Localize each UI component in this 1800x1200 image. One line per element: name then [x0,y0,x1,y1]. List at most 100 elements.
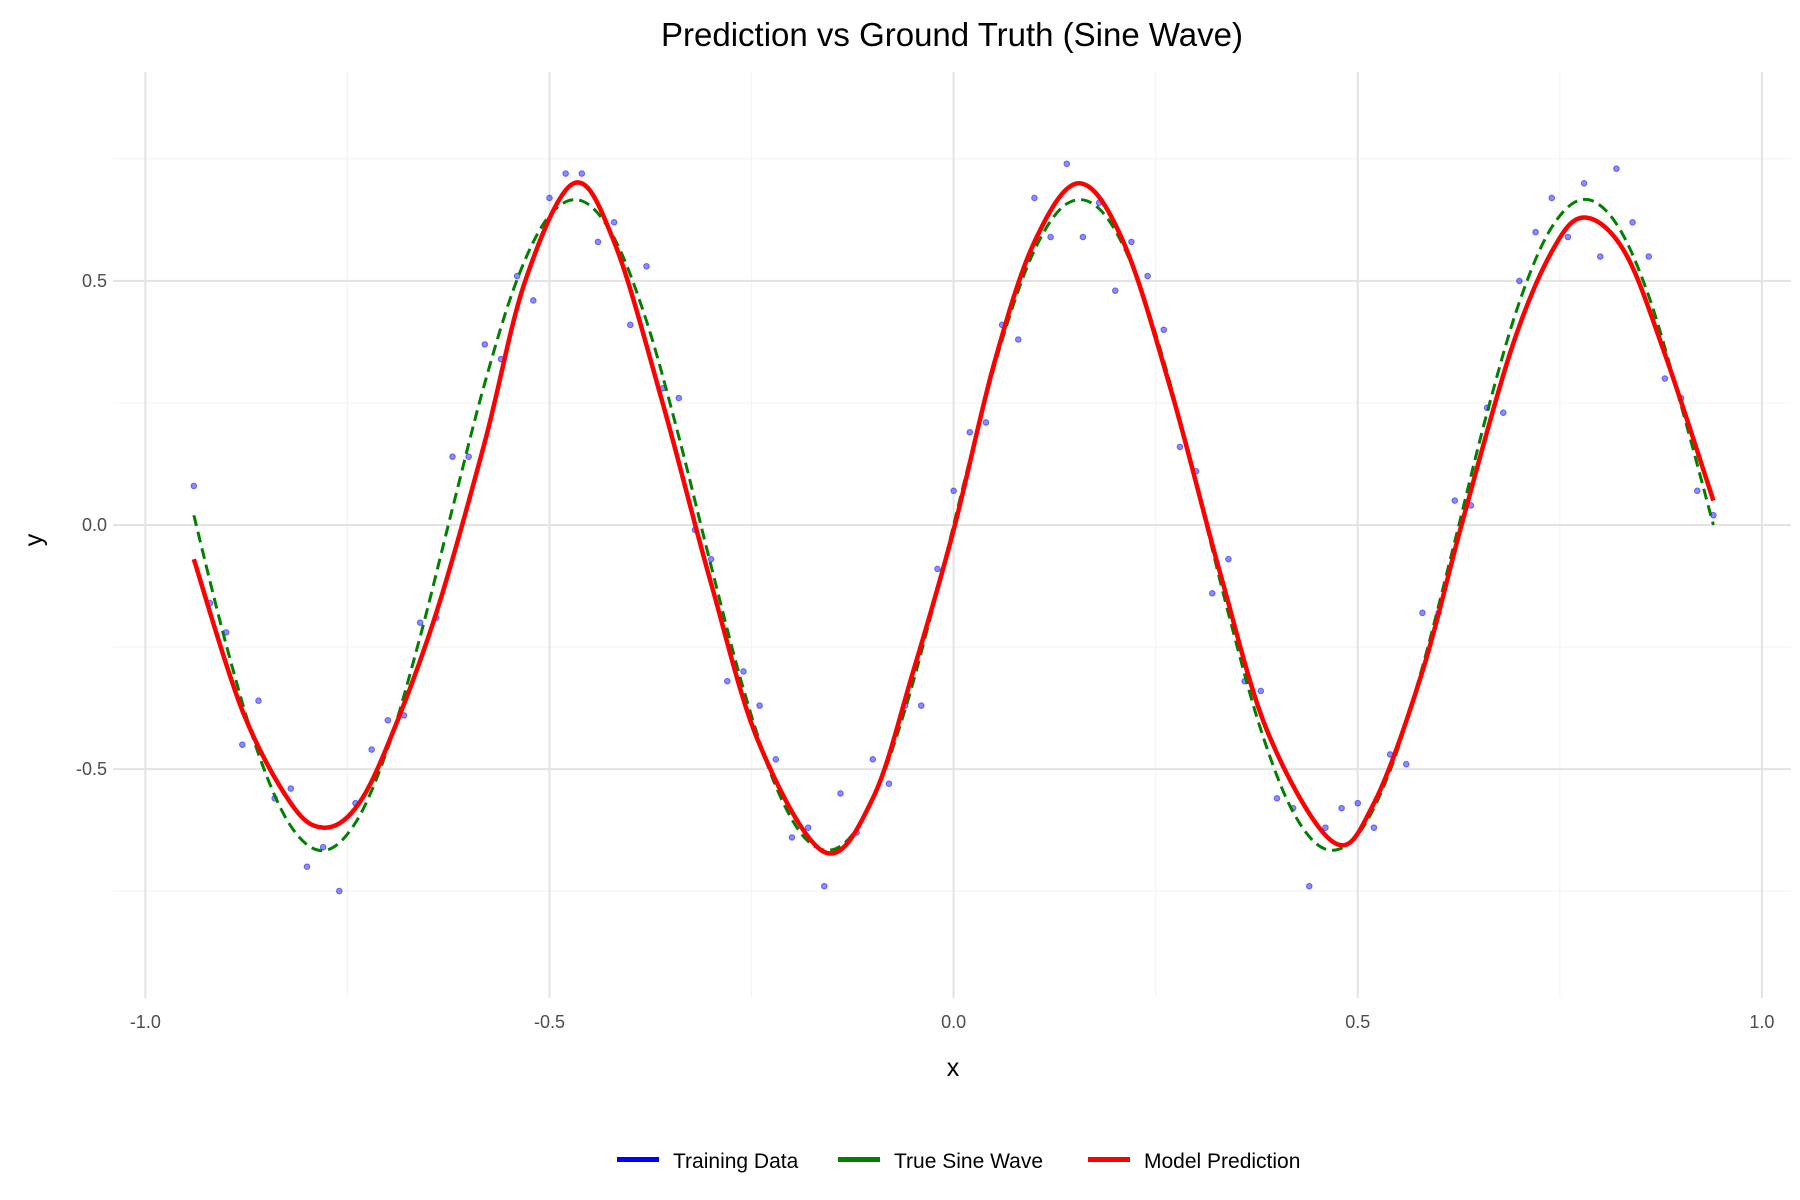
training-data-point [869,755,877,763]
training-data-point [1225,555,1232,563]
training-data-point [1580,179,1588,187]
training-data-point [481,341,489,348]
legend-swatch [1088,1157,1130,1162]
training-data-point [1564,233,1572,241]
training-data-point [1596,253,1604,260]
legend-label: True Sine Wave [894,1150,1043,1173]
legend-label: Training Data [673,1150,799,1173]
training-data-point [1645,253,1653,260]
training-data-point [1419,609,1426,617]
x-tick-label: -0.5 [534,1012,565,1032]
training-data-point [950,487,957,495]
legend-item: Model Prediction [1088,1150,1300,1173]
training-data-point [1354,799,1362,807]
training-data-point [1693,487,1701,495]
x-axis-title: x [947,1054,960,1082]
training-data-point [336,887,343,895]
training-data-point [1402,760,1410,768]
training-data-point [578,170,586,177]
training-data-point [1305,882,1313,890]
training-data-point [1532,228,1539,236]
training-data-point [1063,160,1071,168]
training-data-point [1273,795,1281,802]
training-data-point [966,428,974,436]
training-data-point [643,262,650,270]
y-tick-label: -0.5 [76,759,107,779]
training-data-point [1208,590,1216,597]
training-data-point [1079,233,1087,241]
legend-item: True Sine Wave [838,1150,1043,1173]
training-data-point [804,824,812,831]
training-data-point [1047,233,1054,241]
x-tick-label: 1.0 [1749,1012,1774,1032]
training-data-point [788,834,796,841]
training-data-point [449,453,456,460]
training-data-point [255,697,262,705]
training-data-point [723,677,731,685]
training-data-point [610,219,618,226]
y-tick-label: 0.0 [82,515,107,535]
training-data-point [1629,219,1636,226]
legend-item: Training Data [617,1150,799,1173]
x-tick-label: 0.0 [941,1012,966,1032]
training-data-point [707,555,715,563]
training-data-point [594,238,602,246]
training-data-point [562,170,569,177]
training-data-point [772,755,780,763]
training-data-point [820,882,828,890]
training-data-point [1613,165,1620,172]
training-data-point [1499,409,1507,417]
legend-swatch [838,1157,880,1162]
training-data-point [1014,336,1022,343]
training-data-point [1548,194,1556,202]
training-data-point [1370,824,1378,831]
training-data-point [1257,687,1265,695]
training-data-point [287,785,295,792]
y-tick-label: 0.5 [82,271,107,291]
training-data-point [675,394,683,402]
chart-title: Prediction vs Ground Truth (Sine Wave) [661,16,1243,53]
model-prediction-line [191,180,1716,856]
training-data-point [368,746,375,753]
training-data-point [1031,194,1038,202]
training-data-point [513,272,521,280]
training-data-point [384,716,392,724]
training-data-point [885,780,893,788]
training-data-point [1516,277,1523,285]
axes: -1.0 -0.5 0.0 0.5 1.0 -0.5 0.0 0.5 [76,271,1774,1032]
training-data-point [1322,824,1329,831]
y-axis-title: y [20,533,48,546]
training-data-point [546,194,553,202]
training-data-point [530,297,537,304]
training-data-point [837,790,844,797]
training-data-point [917,702,925,709]
training-data-point [627,321,634,329]
training-data-point [740,668,747,675]
x-tick-label: 0.5 [1345,1012,1370,1032]
true-sine-wave-line [192,197,1715,853]
training-data-point [756,702,763,709]
training-data-point [239,741,246,748]
training-data-point [982,419,990,426]
training-data-point [1451,497,1459,504]
legend-label: Model Prediction [1144,1150,1300,1173]
training-data-point [1661,375,1669,382]
training-data-point [1160,326,1168,334]
training-data-point [934,565,941,573]
training-data-point [190,482,198,490]
training-data-point [1144,272,1151,280]
training-data-point [1338,804,1345,812]
legend: Training Data True Sine Wave Model Predict… [617,1150,1300,1173]
training-data-point [1111,287,1119,294]
training-data-point [319,843,327,851]
plot-area [190,160,1717,895]
training-data-point [465,453,472,460]
training-data-point [1176,443,1184,451]
legend-swatch [617,1157,659,1162]
training-data-point [303,863,311,870]
x-tick-label: -1.0 [130,1012,161,1032]
grid [113,72,1791,998]
training-data-point [1128,238,1135,246]
